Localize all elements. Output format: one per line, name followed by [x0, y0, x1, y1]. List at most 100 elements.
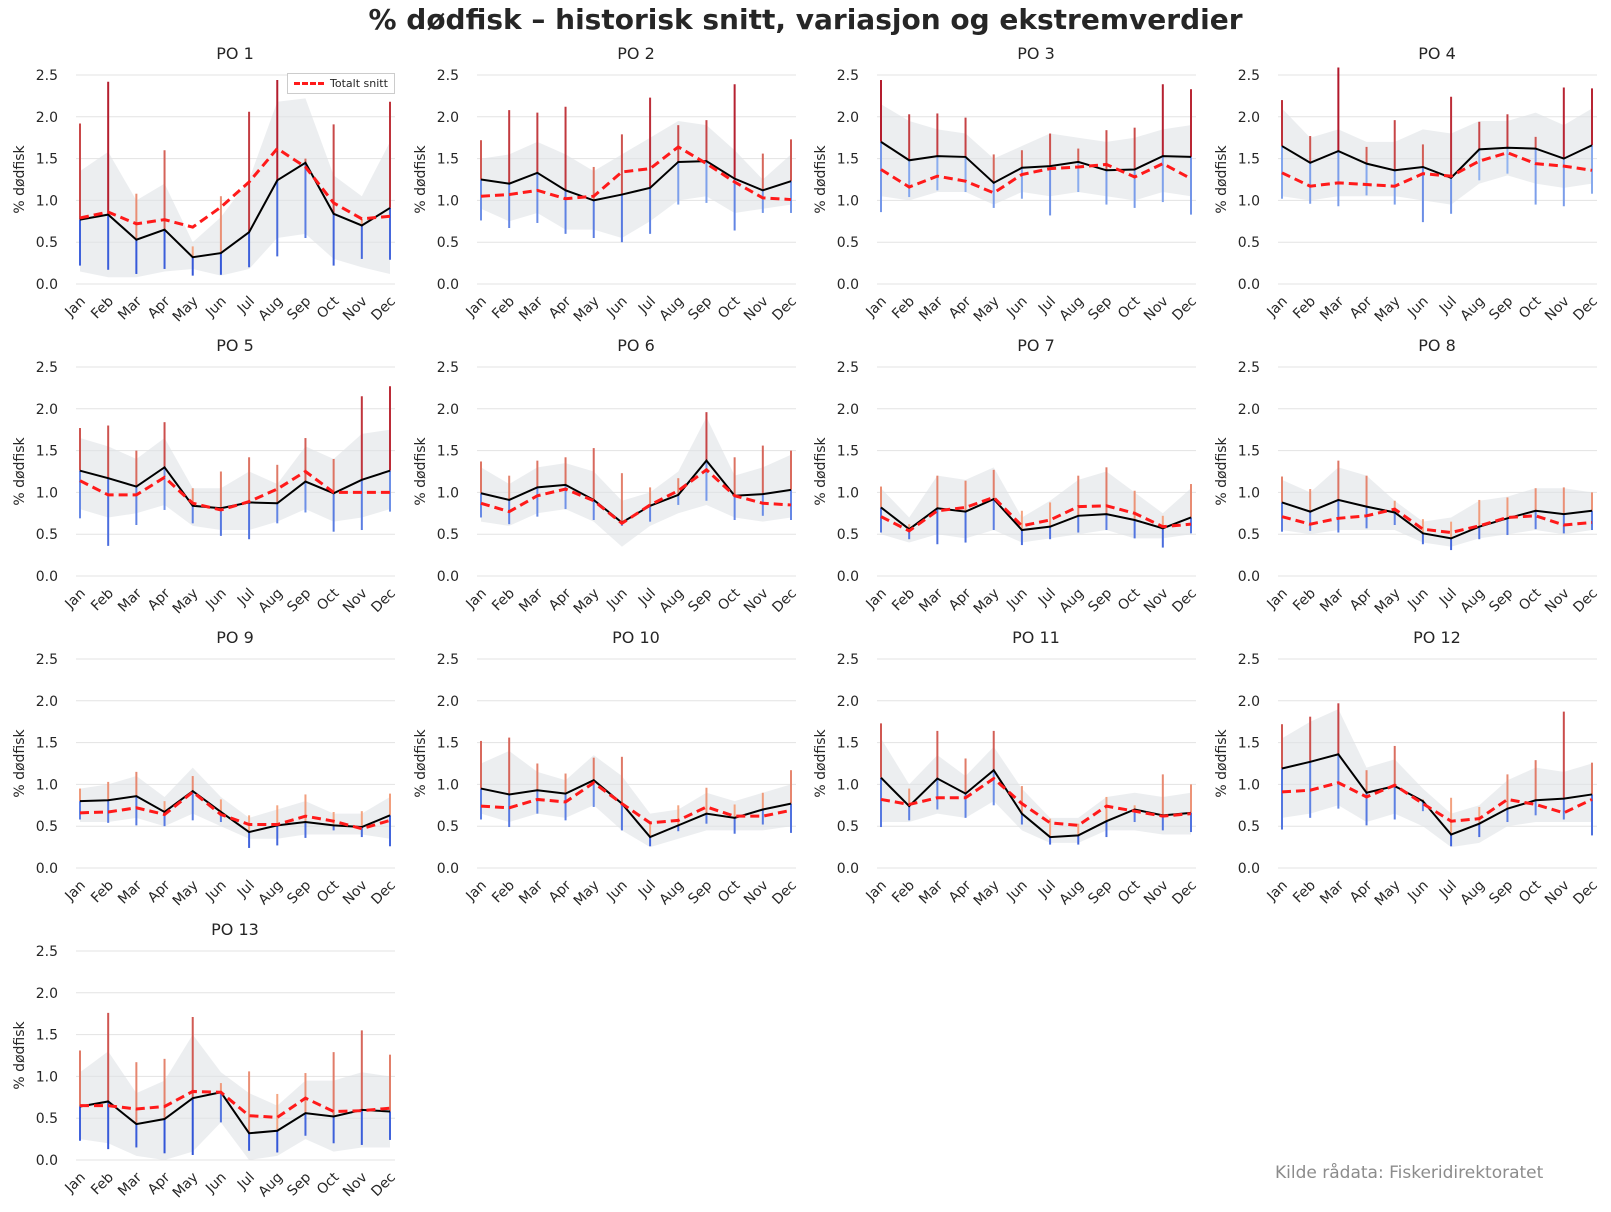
variation-band	[80, 98, 390, 278]
x-tick-label: Feb	[88, 1169, 117, 1198]
y-tick-label: 0.0	[36, 861, 58, 877]
x-tick-label: Feb	[88, 293, 117, 322]
x-tick-label: Oct	[1516, 293, 1545, 322]
x-tick-label: Aug	[1457, 294, 1488, 325]
x-tick-label: Jul	[1436, 586, 1460, 610]
y-tick-label: 0.5	[837, 819, 859, 835]
panel-title: PO 4	[1418, 44, 1456, 63]
y-tick-label: 1.0	[1238, 193, 1260, 209]
y-tick-label: 1.5	[837, 152, 859, 168]
x-tick-label: Dec	[769, 586, 799, 616]
x-tick-label: Jan	[1264, 294, 1291, 321]
panel-po5: PO 5 0.0 0.5 1.0 1.5 2.0 2.5 % dødfisk Jan Feb Mar…	[5, 336, 405, 628]
y-tick-label: 2.5	[837, 68, 859, 84]
x-tick-label: Sep	[1486, 293, 1516, 323]
y-axis-label: % dødfisk	[813, 144, 829, 213]
x-tick-label: Feb	[1290, 877, 1319, 906]
x-tick-label: Nov	[1141, 878, 1172, 909]
variation-band	[80, 1034, 390, 1160]
y-tick-label: 0.5	[36, 819, 58, 835]
y-tick-label: 1.5	[437, 152, 459, 168]
panel-po6: PO 6 0.0 0.5 1.0 1.5 2.0 2.5 % dødfisk Jan Feb Mar…	[406, 336, 806, 628]
y-tick-label: 1.5	[837, 444, 859, 460]
x-tick-label: Mar	[916, 293, 946, 323]
panel-po1: PO 1 0.0 0.5 1.0 1.5 2.0 2.5 % dødfisk Jan Feb Mar…	[5, 44, 405, 336]
x-tick-label: Oct	[715, 293, 744, 322]
x-tick-label: Nov	[1141, 294, 1172, 325]
x-tick-label: Feb	[1290, 585, 1319, 614]
y-tick-label: 0.0	[837, 277, 859, 293]
y-tick-label: 1.0	[36, 777, 58, 793]
x-tick-label: Feb	[1290, 293, 1319, 322]
panel-chart-svg: PO 1 0.0 0.5 1.0 1.5 2.0 2.5 % dødfisk Jan FebMar…	[12, 44, 399, 325]
variation-band	[1282, 467, 1592, 547]
average-line	[1281, 151, 1593, 188]
y-tick-label: 2.5	[837, 652, 859, 668]
average-line	[880, 495, 1192, 533]
series-line	[1281, 144, 1593, 179]
series-line	[1281, 753, 1593, 836]
y-tick-label: 1.0	[36, 1069, 58, 1085]
panel-po12: PO 12 0.0 0.5 1.0 1.5 2.0 2.5% dødfisk Jan Feb Ma…	[1207, 628, 1607, 920]
y-tick-label: 1.5	[1238, 736, 1260, 752]
y-tick-label: 1.0	[36, 485, 58, 501]
y-tick-label: 0.0	[437, 861, 459, 877]
x-tick-label: Jun	[202, 1170, 229, 1197]
x-tick-label: Jan	[863, 878, 890, 905]
x-tick-label: Mar	[115, 293, 145, 323]
x-tick-label: Jul	[1035, 878, 1059, 902]
x-tick-label: Nov	[741, 586, 772, 617]
y-tick-label: 0.5	[36, 1111, 58, 1127]
y-tick-label: 1.0	[1238, 777, 1260, 793]
x-tick-label: Feb	[889, 877, 918, 906]
x-tick-label: Nov	[340, 878, 371, 909]
series-line	[79, 161, 391, 259]
series-line	[1281, 498, 1593, 540]
average-line	[1281, 507, 1593, 535]
x-tick-label: Sep	[284, 293, 314, 323]
panel-chart-svg: PO 9 0.0 0.5 1.0 1.5 2.0 2.5 % dødfisk Jan FebMar…	[12, 628, 399, 909]
x-tick-label: Sep	[685, 585, 715, 615]
x-tick-label: Mar	[516, 293, 546, 323]
y-tick-label: 2.5	[437, 68, 459, 84]
x-tick-label: Aug	[656, 878, 687, 909]
x-tick-label: Mar	[1317, 293, 1347, 323]
x-tick-label: Feb	[489, 293, 518, 322]
x-tick-label: Jun	[603, 878, 630, 905]
x-tick-label: Apr	[946, 877, 975, 906]
panel-chart-svg: PO 2 0.0 0.5 1.0 1.5 2.0 2.5 % dødfisk Jan FebMar…	[413, 44, 800, 325]
x-tick-label: Jun	[603, 294, 630, 321]
x-tick-label: Jul	[1436, 878, 1460, 902]
x-tick-label: Oct	[314, 1169, 343, 1198]
x-tick-label: Aug	[255, 586, 286, 617]
x-tick-label: Apr	[546, 293, 575, 322]
y-axis-label: % dødfisk	[413, 436, 429, 505]
x-tick-label: Apr	[946, 585, 975, 614]
panel-title: PO 10	[612, 628, 660, 647]
y-tick-label: 1.0	[437, 777, 459, 793]
x-tick-label: Dec	[1169, 294, 1199, 324]
x-tick-label: Jan	[463, 878, 490, 905]
x-tick-label: Sep	[284, 1169, 314, 1199]
x-tick-label: Jul	[1035, 294, 1059, 318]
x-tick-label: Nov	[741, 878, 772, 909]
y-tick-label: 2.5	[837, 360, 859, 376]
x-tick-label: Jul	[635, 586, 659, 610]
panel-chart-svg: PO 3 0.0 0.5 1.0 1.5 2.0 2.5 % dødfisk Jan FebMar…	[813, 44, 1200, 325]
x-tick-label: Apr	[145, 877, 174, 906]
x-tick-label: Jan	[863, 294, 890, 321]
y-tick-label: 2.5	[1238, 68, 1260, 84]
panel-po9: PO 9 0.0 0.5 1.0 1.5 2.0 2.5 % dødfisk Jan Feb Mar…	[5, 628, 405, 920]
x-tick-label: Oct	[1115, 293, 1144, 322]
x-tick-label: Feb	[889, 293, 918, 322]
x-tick-label: Feb	[489, 877, 518, 906]
panel-chart-svg: PO 5 0.0 0.5 1.0 1.5 2.0 2.5 % dødfisk Jan FebMar…	[12, 336, 399, 617]
panel-po8: PO 8 0.0 0.5 1.0 1.5 2.0 2.5 % dødfisk Jan Feb Mar…	[1207, 336, 1607, 628]
x-tick-label: Jun	[1003, 294, 1030, 321]
x-tick-label: Mar	[1317, 877, 1347, 907]
x-tick-label: May	[971, 878, 1003, 910]
x-tick-label: May	[571, 878, 603, 910]
panel-chart-svg: PO 4 0.0 0.5 1.0 1.5 2.0 2.5 % dødfisk Jan FebMar…	[1214, 44, 1601, 325]
panel-title: PO 8	[1418, 336, 1456, 355]
